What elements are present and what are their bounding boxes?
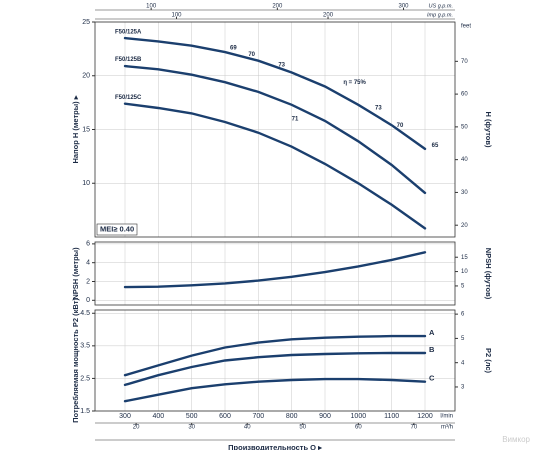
curve [123,36,427,151]
annotation: 69 [230,45,237,51]
curve [123,377,427,403]
annotation: 70 [397,123,404,129]
y2-axis-title: H (футов) [484,112,493,148]
annotation: 71 [292,116,299,122]
y-tick-label: 4 [86,260,90,267]
plot-frame [94,241,456,306]
top-axis-unit: US g.p.m. [429,3,453,9]
y2-axis-title: P2 (лс) [484,348,493,374]
y2-tick-label: 50 [461,124,468,130]
x2-tick-label: 60 [355,425,362,431]
y2-tick-label: 15 [461,255,468,261]
x2-tick-label: 20 [133,425,140,431]
annotation: F50/125B [115,57,142,63]
x-tick-label: 400 [152,413,164,420]
x2-unit: m³/h [441,425,453,431]
plot-frame [94,309,456,412]
y-tick-label: 10 [82,180,90,187]
x-tick-label: 600 [219,413,231,420]
x-tick-label: 500 [186,413,198,420]
y2-unit: feet [461,24,471,30]
x2-tick-label: 70 [411,425,418,431]
y2-axis-title: NPSH (футов) [484,248,493,300]
x-tick-label: 1100 [384,413,399,420]
y-tick-label: 2 [86,278,90,285]
curve [123,251,427,289]
annotation: 73 [375,106,382,112]
annotation: 70 [248,52,255,58]
y2-tick-label: 30 [461,190,468,196]
y2-tick-label: 6 [461,312,465,318]
y-tick-label: 4.5 [80,310,90,317]
watermark: Вимкор [502,435,530,444]
y-tick-label: 3.5 [80,343,90,350]
curve [123,102,427,230]
curve [123,64,427,195]
x-axis-title: Производительность Q ▸ [228,443,323,450]
y-tick-label: 0 [86,297,90,304]
y2-tick-label: 20 [461,223,468,229]
x2-tick-label: 50 [299,425,306,431]
annotation: 65 [432,143,439,149]
y-tick-label: 1.5 [80,408,90,415]
top-axis-unit: Imp g.p.m. [427,12,453,18]
x-tick-label: 900 [319,413,331,420]
x2-tick-label: 30 [188,425,195,431]
top-tick-label: 100 [146,4,157,10]
y-axis-title: Напор H (метры) ▸ [71,94,80,163]
series-label: B [429,345,435,354]
annotation: F50/125A [115,29,142,35]
y2-tick-label: 70 [461,59,468,65]
y-tick-label: 20 [82,73,90,80]
top-tick-label: 200 [272,4,283,10]
top-tick-label: 300 [399,4,410,10]
y2-tick-label: 5 [461,284,465,290]
curve [123,334,427,377]
annotation: F50/125C [115,95,142,101]
x-unit: l/min [440,414,453,420]
y2-tick-label: 40 [461,157,468,163]
mei-box [96,223,138,236]
mei-label: MEI≥ 0.40 [100,224,134,233]
top-tick-label: 100 [172,13,183,19]
x-tick-label: 1200 [417,413,433,420]
y-axis-title: NPSH (метры) [71,247,80,300]
x-tick-label: 1000 [351,413,367,420]
x2-tick-label: 40 [244,425,251,431]
series-label: C [429,374,435,383]
annotation: η = 75% [343,80,366,86]
x-tick-label: 300 [119,413,131,420]
x-tick-label: 700 [252,413,264,420]
y-tick-label: 2.5 [80,375,90,382]
y-tick-label: 6 [86,241,90,248]
y2-tick-label: 3 [461,385,465,391]
series-label: A [429,328,435,337]
curve [123,351,427,387]
y2-tick-label: 60 [461,92,468,98]
y2-tick-label: 4 [461,360,465,366]
y2-tick-label: 10 [461,269,468,275]
y-tick-label: 25 [82,19,90,26]
y-tick-label: 15 [82,126,90,133]
top-tick-label: 200 [323,13,334,19]
y-axis-title: Потребляемая мощность P2 (кВт) [71,298,80,423]
x-tick-label: 800 [286,413,298,420]
y2-tick-label: 5 [461,336,465,342]
annotation: 73 [278,63,285,69]
